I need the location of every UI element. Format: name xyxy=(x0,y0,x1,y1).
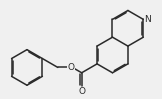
Text: N: N xyxy=(144,15,151,24)
Text: O: O xyxy=(68,63,75,72)
Text: O: O xyxy=(78,87,85,96)
